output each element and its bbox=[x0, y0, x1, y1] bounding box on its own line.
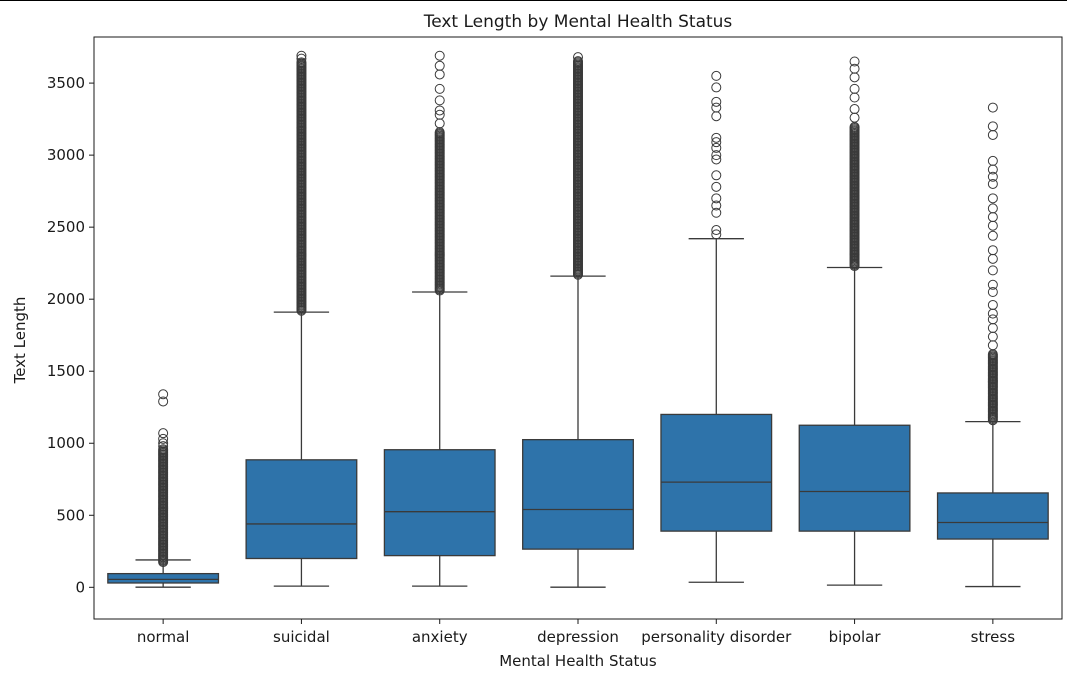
outlier-point bbox=[434, 60, 445, 71]
outlier-point bbox=[987, 203, 998, 214]
outlier-point bbox=[849, 92, 860, 103]
outlier-point bbox=[987, 129, 998, 140]
outlier-point bbox=[296, 53, 307, 64]
outlier-point bbox=[849, 104, 860, 115]
outlier-point bbox=[711, 96, 722, 107]
plot-frame bbox=[93, 36, 1063, 620]
outlier-point bbox=[987, 265, 998, 276]
box-iqr bbox=[798, 424, 911, 532]
outlier-point bbox=[158, 433, 169, 444]
outlier-point bbox=[711, 207, 722, 218]
outlier-point bbox=[987, 171, 998, 182]
outlier-point bbox=[434, 105, 445, 116]
x-tick-label: stress bbox=[971, 628, 1016, 646]
outlier-point bbox=[987, 340, 998, 351]
outlier-point bbox=[987, 230, 998, 241]
outlier-point bbox=[711, 102, 722, 113]
outlier-point bbox=[158, 444, 169, 455]
outlier-point bbox=[987, 102, 998, 113]
x-tick-label: normal bbox=[137, 628, 190, 646]
box-iqr bbox=[383, 449, 496, 557]
outlier-point bbox=[849, 72, 860, 83]
outlier-point bbox=[849, 63, 860, 74]
outlier-point bbox=[434, 95, 445, 106]
y-tick-label: 3000 bbox=[47, 146, 85, 164]
x-tick-label: depression bbox=[537, 628, 619, 646]
x-tick-label: personality disorder bbox=[641, 628, 792, 646]
box-iqr bbox=[522, 438, 634, 550]
outlier-point bbox=[711, 137, 722, 148]
outlier-point bbox=[849, 56, 860, 67]
outlier-point bbox=[711, 70, 722, 81]
outlier-point bbox=[711, 181, 722, 192]
outlier-point bbox=[849, 83, 860, 94]
y-tick-label: 0 bbox=[75, 578, 85, 596]
box-iqr bbox=[245, 459, 358, 560]
outlier-point bbox=[711, 150, 722, 161]
outlier-point bbox=[711, 111, 722, 122]
outlier-point bbox=[158, 441, 169, 452]
outlier-point bbox=[711, 154, 722, 165]
outlier-point bbox=[711, 170, 722, 181]
outlier-point bbox=[711, 225, 722, 236]
outlier-point bbox=[573, 52, 583, 63]
outlier-point bbox=[987, 331, 998, 342]
outlier-point bbox=[711, 193, 722, 204]
y-tick-label: 2500 bbox=[47, 218, 85, 236]
outlier-point bbox=[987, 155, 998, 166]
x-tick-label: anxiety bbox=[412, 628, 468, 646]
x-axis-label: Mental Health Status bbox=[499, 652, 657, 670]
outlier-point bbox=[987, 286, 998, 297]
outlier-point bbox=[987, 212, 998, 223]
outlier-point bbox=[158, 389, 169, 400]
top-border-line bbox=[0, 0, 1067, 1]
outlier-point bbox=[987, 193, 998, 204]
outlier-point bbox=[987, 245, 998, 256]
outlier-point bbox=[296, 50, 307, 61]
outlier-point bbox=[711, 82, 722, 93]
box-iqr bbox=[936, 492, 1049, 540]
box-iqr bbox=[107, 572, 220, 584]
plot-area: 0 500 1000 1500 2000 2500 3000 3500 normal suicid… bbox=[47, 50, 1049, 646]
outlier-point bbox=[987, 308, 998, 319]
outlier-point bbox=[849, 112, 860, 123]
y-tick-label: 1500 bbox=[47, 362, 85, 380]
outlier-point bbox=[434, 50, 445, 61]
outlier-point bbox=[987, 121, 998, 132]
outlier-point bbox=[434, 118, 445, 129]
outlier-point bbox=[987, 279, 998, 290]
y-axis-label: Text Length bbox=[11, 297, 29, 385]
outlier-point bbox=[434, 109, 445, 120]
outlier-point bbox=[711, 200, 722, 211]
outlier-point bbox=[158, 428, 169, 439]
y-tick-label: 2000 bbox=[47, 290, 85, 308]
x-tick-label: bipolar bbox=[829, 628, 882, 646]
outlier-point bbox=[711, 142, 722, 153]
y-tick-label: 3500 bbox=[47, 74, 85, 92]
outlier-point bbox=[711, 132, 722, 143]
outlier-point bbox=[987, 178, 998, 189]
outlier-point bbox=[987, 220, 998, 231]
outlier-point bbox=[158, 396, 169, 407]
outlier-point bbox=[296, 57, 307, 68]
outlier-point bbox=[987, 253, 998, 264]
x-tick-label: suicidal bbox=[273, 628, 330, 646]
outlier-point bbox=[987, 299, 998, 310]
y-tick-label: 1000 bbox=[47, 434, 85, 452]
outlier-point bbox=[434, 83, 445, 94]
outlier-point bbox=[434, 69, 445, 80]
box-iqr bbox=[660, 413, 773, 532]
chart-title: Text Length by Mental Health Status bbox=[423, 12, 733, 32]
y-tick-label: 500 bbox=[56, 506, 85, 524]
outlier-point bbox=[158, 438, 169, 449]
outlier-point bbox=[987, 314, 998, 325]
outlier-point bbox=[987, 323, 998, 333]
outlier-point bbox=[711, 229, 722, 240]
outlier-point bbox=[573, 56, 583, 67]
